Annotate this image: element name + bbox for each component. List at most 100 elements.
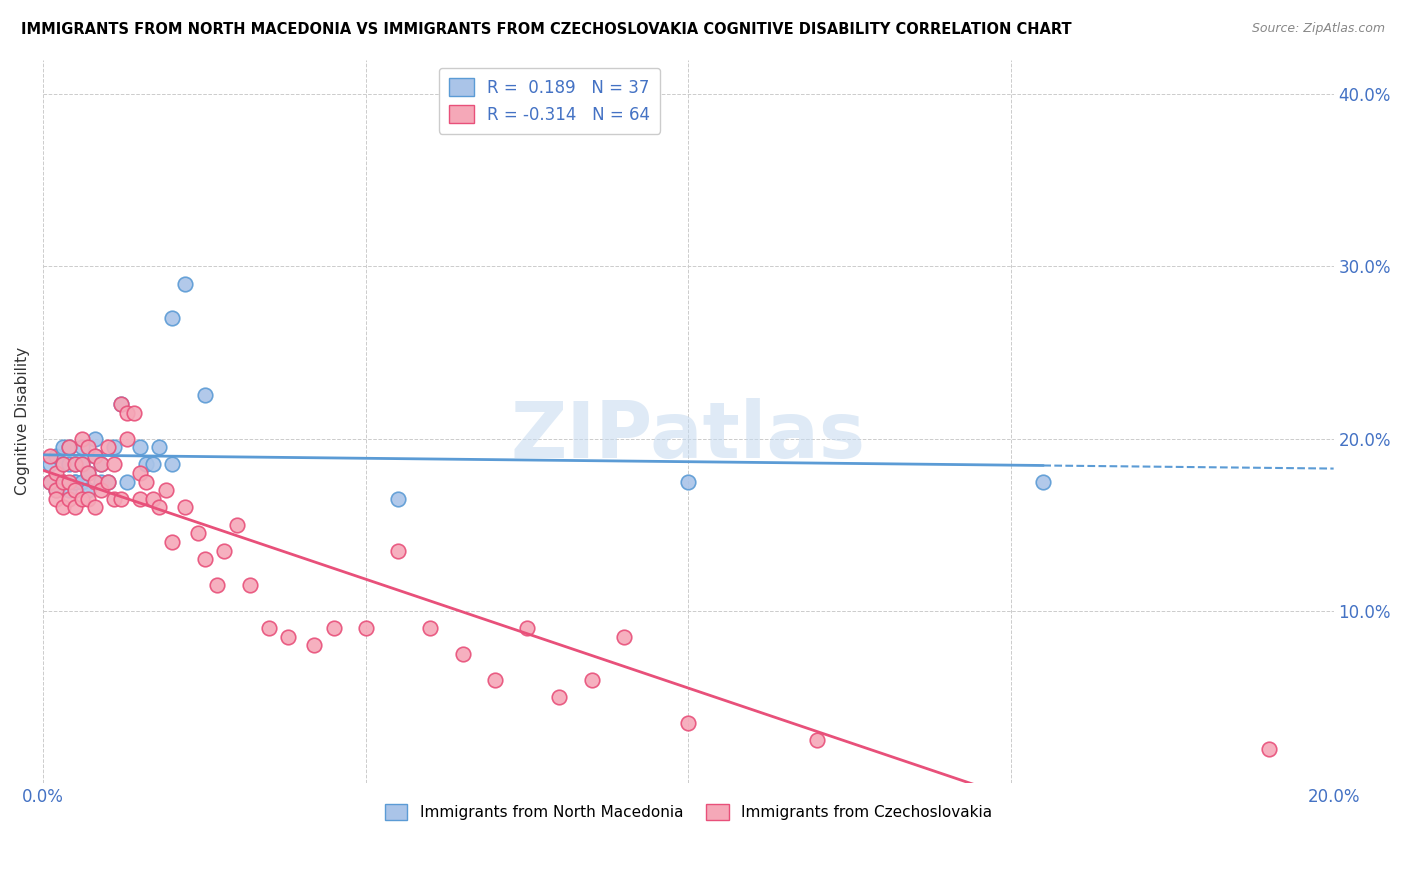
Point	[354, 621, 377, 635]
Point	[148, 500, 170, 515]
Point	[45, 491, 67, 506]
Point	[70, 491, 93, 506]
Point	[38, 458, 60, 472]
Point	[115, 475, 138, 489]
Point	[193, 552, 215, 566]
Point	[322, 621, 344, 635]
Point	[97, 475, 120, 489]
Point	[51, 500, 73, 515]
Point	[90, 483, 112, 498]
Point	[129, 491, 152, 506]
Point	[277, 630, 299, 644]
Point	[83, 449, 105, 463]
Point	[90, 458, 112, 472]
Point	[148, 440, 170, 454]
Point	[58, 458, 80, 472]
Point	[38, 475, 60, 489]
Point	[212, 543, 235, 558]
Point	[103, 491, 125, 506]
Point	[38, 449, 60, 463]
Point	[451, 647, 474, 661]
Point	[65, 458, 87, 472]
Point	[419, 621, 441, 635]
Point	[115, 432, 138, 446]
Point	[1258, 741, 1281, 756]
Point	[516, 621, 538, 635]
Point	[58, 483, 80, 498]
Point	[806, 733, 828, 747]
Point	[58, 440, 80, 454]
Point	[155, 483, 177, 498]
Point	[225, 517, 247, 532]
Point	[162, 458, 184, 472]
Point	[239, 578, 262, 592]
Point	[129, 466, 152, 480]
Point	[613, 630, 636, 644]
Point	[83, 449, 105, 463]
Point	[77, 491, 100, 506]
Point	[45, 483, 67, 498]
Point	[83, 475, 105, 489]
Point	[129, 440, 152, 454]
Point	[70, 440, 93, 454]
Point	[51, 440, 73, 454]
Point	[65, 500, 87, 515]
Point	[77, 440, 100, 454]
Point	[302, 638, 325, 652]
Point	[122, 406, 145, 420]
Point	[187, 526, 209, 541]
Text: IMMIGRANTS FROM NORTH MACEDONIA VS IMMIGRANTS FROM CZECHOSLOVAKIA COGNITIVE DISA: IMMIGRANTS FROM NORTH MACEDONIA VS IMMIG…	[21, 22, 1071, 37]
Point	[38, 475, 60, 489]
Point	[257, 621, 280, 635]
Point	[65, 475, 87, 489]
Point	[45, 449, 67, 463]
Point	[83, 500, 105, 515]
Point	[70, 432, 93, 446]
Point	[678, 475, 700, 489]
Point	[484, 673, 506, 687]
Point	[162, 535, 184, 549]
Point	[70, 458, 93, 472]
Point	[70, 458, 93, 472]
Point	[193, 388, 215, 402]
Point	[678, 715, 700, 730]
Point	[1032, 475, 1054, 489]
Point	[90, 458, 112, 472]
Point	[77, 466, 100, 480]
Point	[70, 475, 93, 489]
Point	[51, 458, 73, 472]
Point	[90, 475, 112, 489]
Text: Source: ZipAtlas.com: Source: ZipAtlas.com	[1251, 22, 1385, 36]
Point	[77, 466, 100, 480]
Point	[581, 673, 603, 687]
Point	[51, 475, 73, 489]
Point	[65, 483, 87, 498]
Point	[110, 397, 132, 411]
Point	[135, 458, 157, 472]
Point	[58, 475, 80, 489]
Point	[51, 475, 73, 489]
Point	[142, 491, 165, 506]
Point	[103, 458, 125, 472]
Point	[65, 475, 87, 489]
Point	[103, 440, 125, 454]
Point	[110, 491, 132, 506]
Point	[58, 491, 80, 506]
Text: ZIPatlas: ZIPatlas	[510, 398, 866, 474]
Legend: Immigrants from North Macedonia, Immigrants from Czechoslovakia: Immigrants from North Macedonia, Immigra…	[378, 797, 998, 826]
Point	[387, 491, 409, 506]
Point	[174, 277, 197, 291]
Point	[77, 483, 100, 498]
Point	[51, 458, 73, 472]
Point	[83, 432, 105, 446]
Point	[45, 466, 67, 480]
Point	[110, 397, 132, 411]
Point	[174, 500, 197, 515]
Point	[45, 483, 67, 498]
Point	[115, 406, 138, 420]
Point	[58, 440, 80, 454]
Point	[97, 475, 120, 489]
Point	[135, 475, 157, 489]
Y-axis label: Cognitive Disability: Cognitive Disability	[15, 347, 30, 495]
Point	[65, 458, 87, 472]
